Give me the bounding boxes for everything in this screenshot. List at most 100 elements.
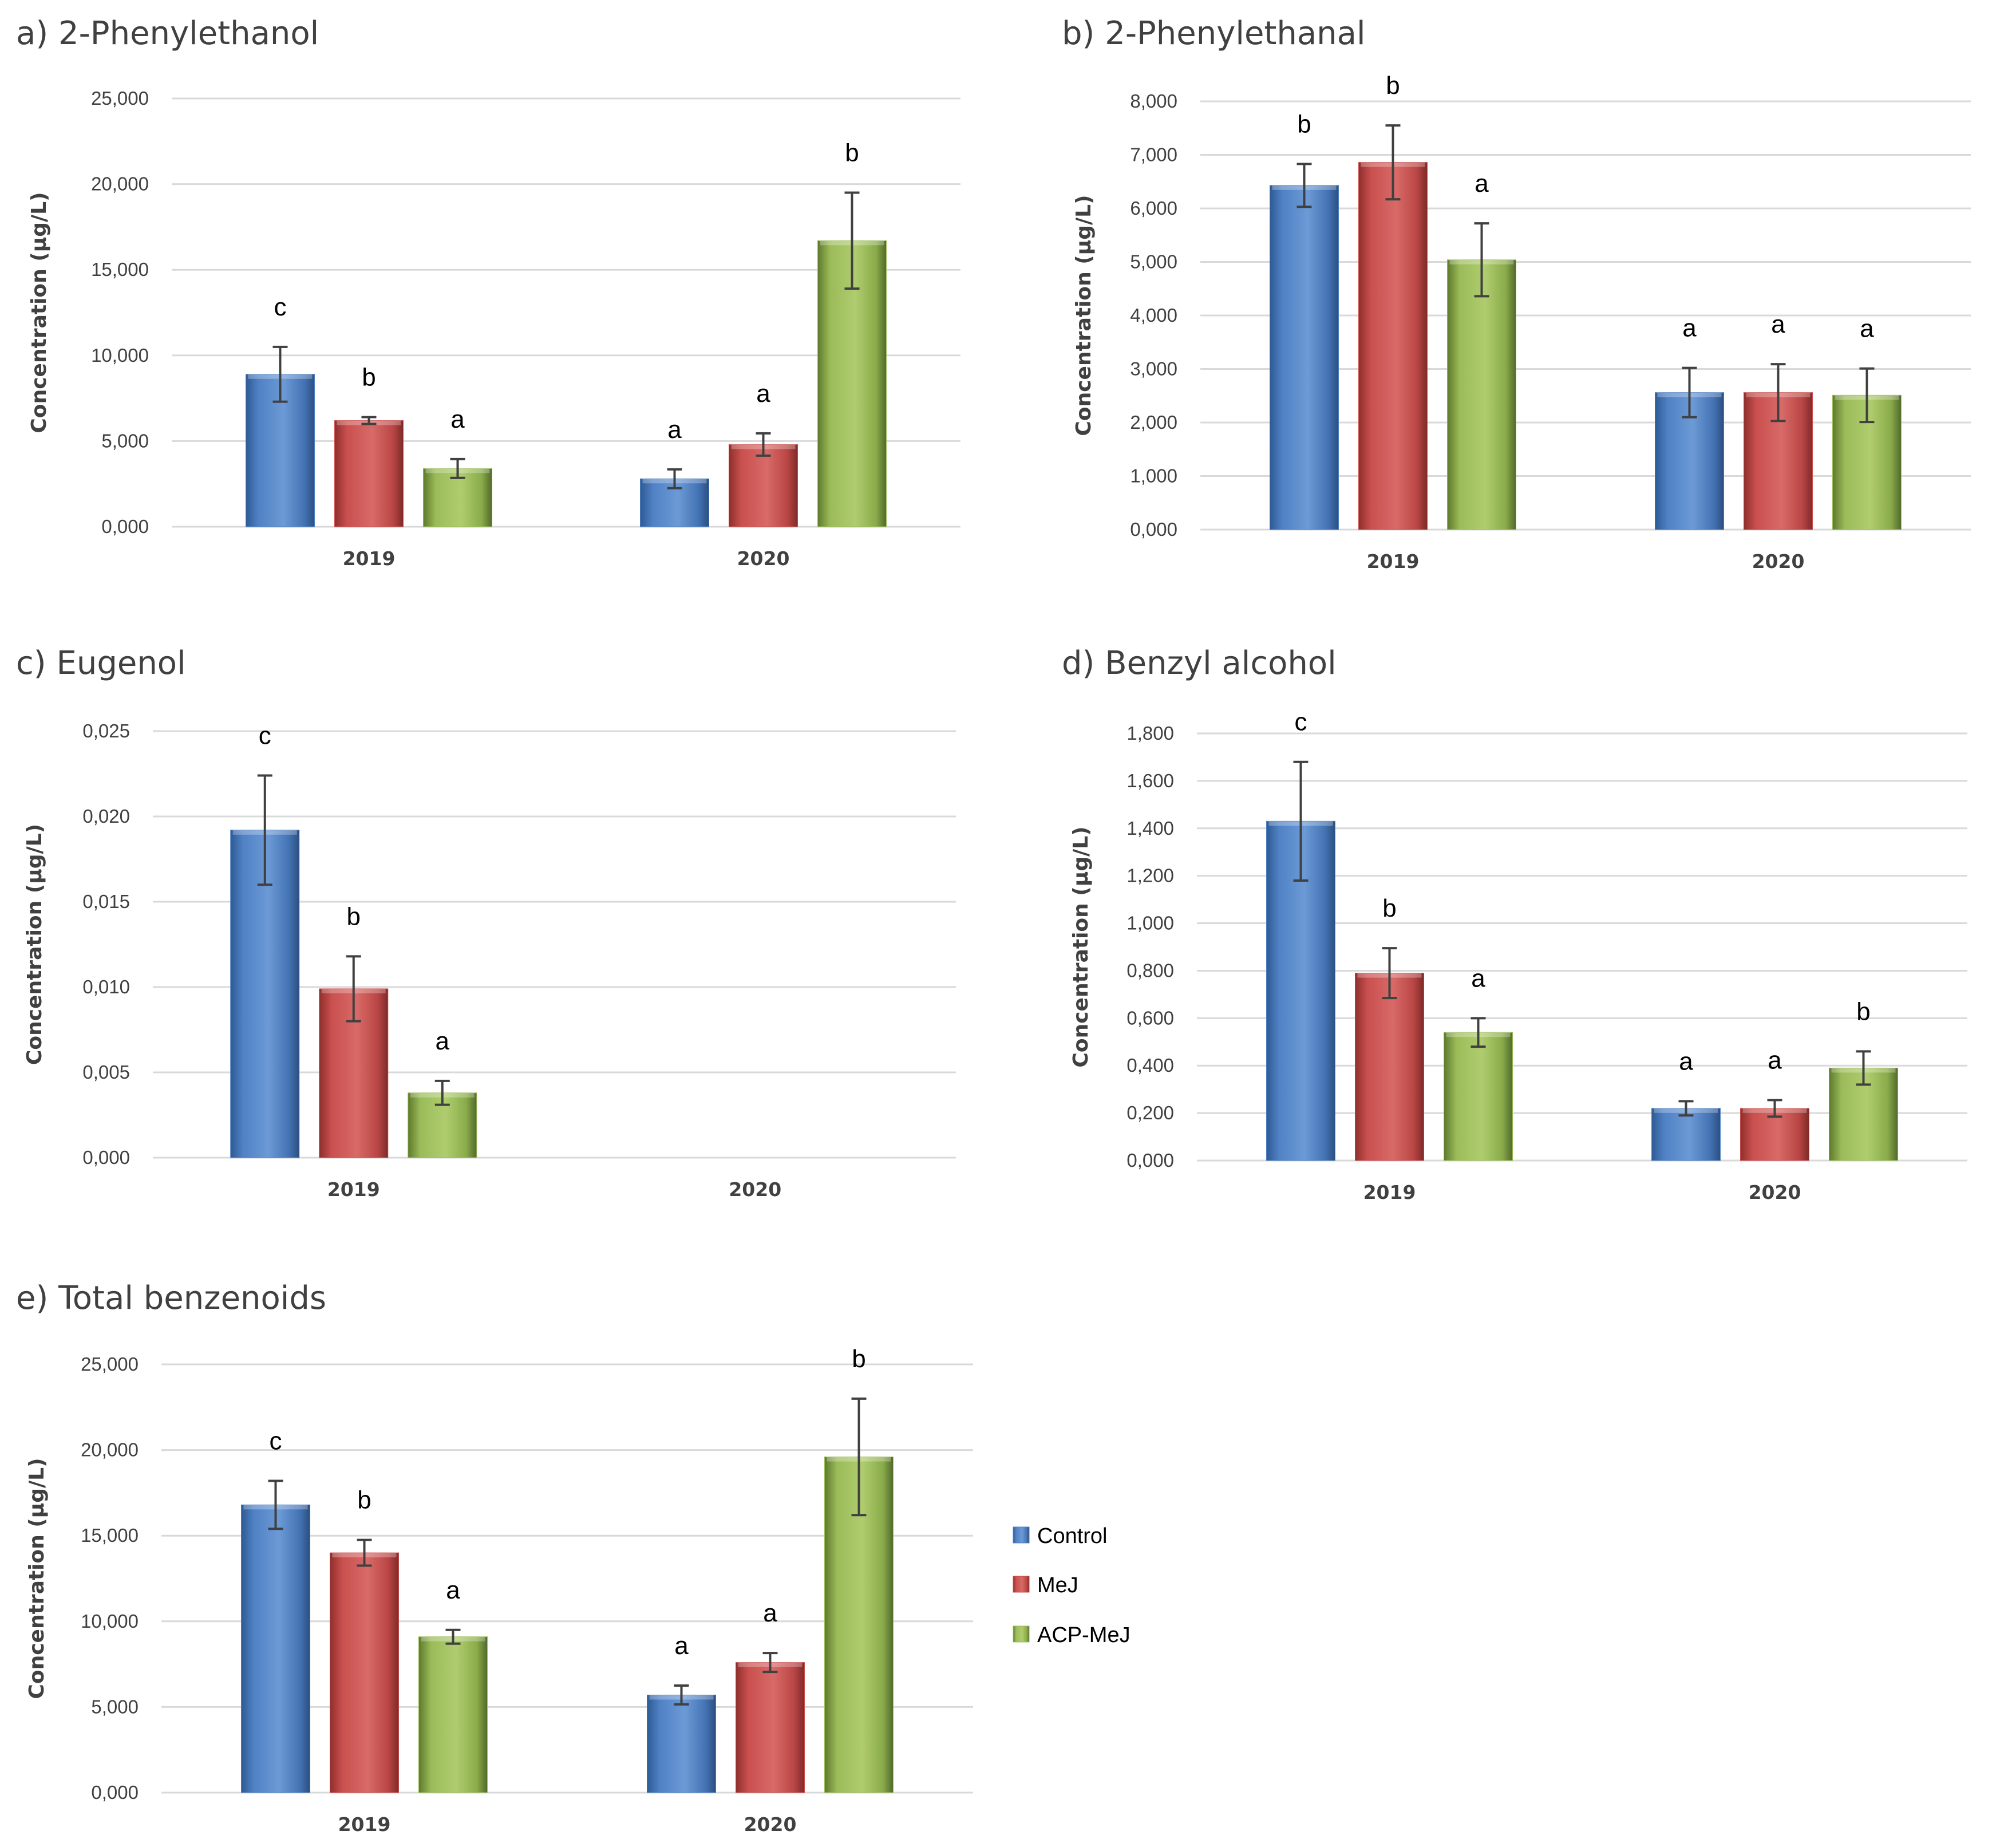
y-tick-label: 25,000 (81, 1353, 139, 1375)
significance-label: a (1679, 1047, 1693, 1075)
panel-title: e) Total benzenoids (16, 1280, 326, 1317)
legend-swatch-control (1013, 1526, 1030, 1544)
y-tick-label: 25,000 (91, 88, 149, 109)
significance-label: b (1386, 72, 1400, 100)
panel-b: b) 2-Phenylethanal 0,000 1,000 2,000 3,000 4,… (1062, 15, 1971, 573)
significance-label: a (436, 1027, 450, 1055)
y-tick-label: 1,400 (1126, 818, 1174, 839)
error-bar-control (1293, 760, 1309, 882)
x-category-label: 2020 (729, 1178, 781, 1201)
panel-a: a) 2-Phenylethanol 0,000 5,000 10,000 15,000… (16, 15, 960, 570)
y-tick-label: 5,000 (101, 430, 149, 451)
y-tick-label: 0,400 (1126, 1055, 1174, 1076)
x-category-label: 2020 (744, 1813, 797, 1836)
bar-control (640, 478, 709, 527)
significance-label: a (1771, 310, 1785, 338)
error-bar-mej (1385, 124, 1401, 201)
bar-mej (736, 1662, 805, 1793)
error-bar-mej (346, 955, 361, 1023)
x-category-label: 2019 (327, 1178, 380, 1201)
y-tick-label: 0,010 (82, 976, 130, 997)
bar-mej (1355, 973, 1424, 1161)
significance-label: a (1860, 315, 1874, 343)
y-tick-label: 0,005 (82, 1061, 130, 1083)
y-tick-label: 20,000 (81, 1439, 139, 1461)
bar-mej (1358, 162, 1428, 530)
y-tick-label: 0,800 (1126, 960, 1174, 981)
y-axis-title: Concentration (µg/L) (27, 192, 51, 433)
significance-label: c (259, 721, 271, 749)
legend-swatch-mej (1013, 1576, 1030, 1593)
significance-label: b (852, 1345, 865, 1373)
x-category-label: 2020 (1752, 550, 1805, 573)
y-tick-label: 20,000 (91, 173, 149, 195)
y-axis-title: Concentration (µg/L) (1072, 195, 1096, 436)
error-bar-control (272, 345, 288, 403)
error-bar-acp-mej (450, 457, 465, 479)
error-bar-acp-mej (434, 1079, 450, 1106)
significance-label: b (1856, 997, 1870, 1025)
y-tick-label: 5,000 (91, 1696, 139, 1717)
error-bar-mej (756, 432, 771, 457)
x-category-label: 2019 (343, 547, 396, 570)
legend: Control MeJ ACP-MeJ (1013, 1524, 1130, 1647)
bar-acp-mej (1447, 259, 1516, 530)
error-bar-control (674, 1684, 689, 1706)
panel-title: b) 2-Phenylethanal (1062, 15, 1366, 52)
bar-acp-mej (1444, 1032, 1513, 1161)
y-tick-label: 7,000 (1130, 144, 1177, 165)
significance-label: b (1382, 894, 1396, 922)
y-tick-label: 2,000 (1130, 412, 1177, 433)
y-tick-label: 1,200 (1126, 865, 1174, 886)
significance-label: a (1682, 314, 1697, 342)
y-tick-label: 0,015 (82, 891, 130, 912)
error-bar-control (1678, 1100, 1694, 1117)
significance-label: a (667, 416, 682, 444)
significance-label: b (347, 902, 361, 930)
panel-title: c) Eugenol (16, 645, 186, 682)
significance-label: a (450, 405, 465, 433)
error-bar-mej (762, 1652, 778, 1674)
y-tick-label: 6,000 (1130, 198, 1177, 219)
y-tick-label: 0,600 (1126, 1007, 1174, 1028)
y-tick-label: 3,000 (1130, 358, 1177, 380)
legend-swatch-acp-mej (1013, 1625, 1030, 1643)
significance-label: a (1471, 964, 1485, 992)
bar-control (230, 830, 300, 1158)
y-tick-label: 0,020 (82, 806, 130, 827)
significance-label: b (845, 139, 859, 167)
bar-mej (729, 444, 798, 527)
y-tick-label: 4,000 (1130, 305, 1177, 326)
y-tick-label: 0,000 (1130, 519, 1177, 540)
x-category-label: 2019 (1363, 1181, 1416, 1203)
significance-label: a (446, 1576, 460, 1604)
y-tick-label: 0,200 (1126, 1102, 1174, 1123)
error-bar-control (257, 774, 272, 886)
y-tick-label: 0,000 (82, 1147, 130, 1168)
y-tick-label: 1,000 (1126, 913, 1174, 934)
significance-label: c (1295, 708, 1307, 736)
x-category-label: 2020 (737, 547, 790, 570)
error-bar-mej (1382, 947, 1397, 1000)
significance-label: b (1297, 110, 1311, 138)
bar-mej (334, 420, 404, 527)
bar-mej (330, 1552, 399, 1793)
error-bar-acp-mej (844, 191, 860, 290)
significance-label: b (357, 1486, 371, 1514)
bar-control (1270, 185, 1339, 530)
error-bar-mej (357, 1538, 372, 1567)
error-bar-control (1682, 366, 1697, 419)
y-tick-label: 1,600 (1126, 770, 1174, 791)
y-tick-label: 1,800 (1126, 723, 1174, 744)
significance-label: a (1768, 1046, 1782, 1074)
y-tick-label: 1,000 (1130, 465, 1177, 487)
error-bar-acp-mej (1471, 1017, 1486, 1048)
panel-c: c) Eugenol 0,000 0,005 0,010 0,015 0,020 0,025… (16, 645, 956, 1201)
error-bar-mej (361, 416, 377, 425)
error-bar-acp-mej (1474, 222, 1489, 298)
error-bar-acp-mej (1859, 367, 1875, 424)
bar-control (241, 1504, 310, 1793)
bar-acp-mej (418, 1636, 488, 1793)
y-tick-label: 15,000 (81, 1525, 139, 1546)
significance-label: a (763, 1599, 777, 1627)
